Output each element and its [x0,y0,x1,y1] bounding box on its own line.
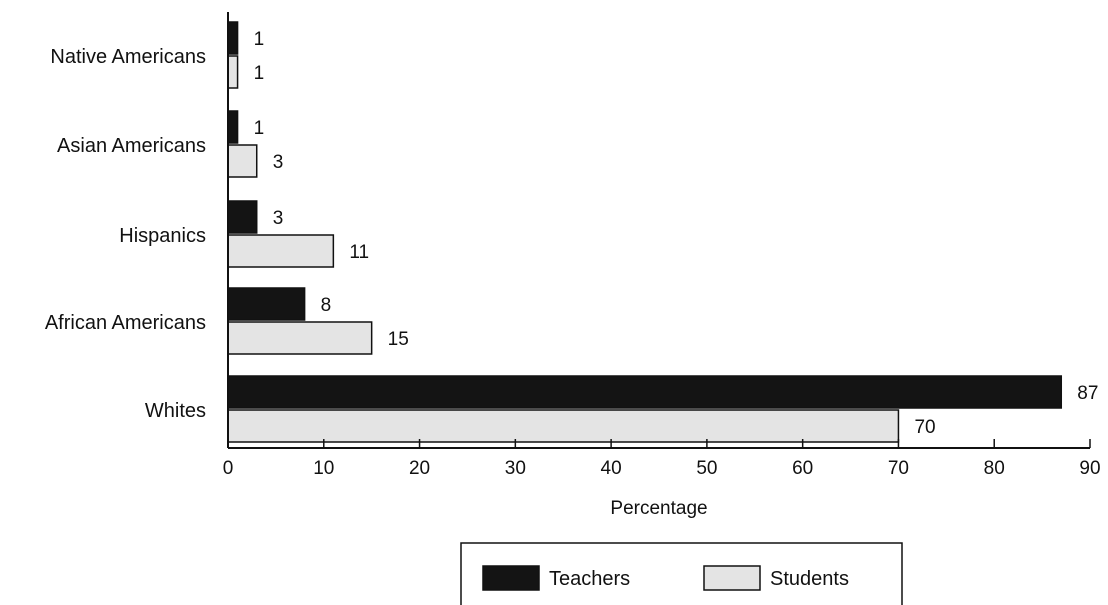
value-label-students-african-americans: 15 [388,329,409,350]
value-label-teachers-whites: 87 [1077,383,1098,404]
bar-teachers-hispanics [227,200,258,234]
x-tick-label: 30 [505,458,526,479]
x-tick-label: 10 [313,458,334,479]
bar-students-asian-americans [227,144,258,178]
value-label-teachers-native-americans: 1 [254,29,265,50]
x-tick-label: 50 [696,458,717,479]
legend-label-teachers: Teachers [549,568,630,590]
legend-swatch-students [703,565,761,591]
bars-layer [227,21,1063,443]
legend-swatch-teachers [482,565,540,591]
category-label-african-americans: African Americans [45,312,206,334]
value-label-teachers-asian-americans: 1 [254,118,265,139]
x-tick-label: 20 [409,458,430,479]
bar-teachers-whites [227,375,1063,409]
bar-students-native-americans [227,55,239,89]
bar-teachers-asian-americans [227,110,239,144]
x-tick-label: 90 [1079,458,1100,479]
value-label-students-asian-americans: 3 [273,152,284,173]
legend: Teachers Students [460,542,903,605]
x-tick-label: 60 [792,458,813,479]
x-tick-label: 0 [223,458,234,479]
value-label-students-hispanics: 11 [349,242,369,263]
bar-students-whites [227,409,900,443]
bar-teachers-native-americans [227,21,239,55]
x-tick-label: 80 [984,458,1005,479]
bar-teachers-african-americans [227,287,306,321]
category-label-whites: Whites [145,400,206,422]
legend-label-students: Students [770,568,849,590]
value-label-teachers-african-americans: 8 [321,295,332,316]
x-axis-title: Percentage [610,498,707,519]
value-label-students-whites: 70 [914,417,935,438]
category-label-hispanics: Hispanics [119,225,206,247]
x-tick-label: 70 [888,458,909,479]
category-label-asian-americans: Asian Americans [57,135,206,157]
value-label-teachers-hispanics: 3 [273,208,284,229]
x-axis-ticks: 0 10 20 30 40 50 60 70 80 90 [223,439,1101,479]
value-label-students-native-americans: 1 [254,63,265,84]
category-label-native-americans: Native Americans [50,46,206,68]
x-tick-label: 40 [601,458,622,479]
bar-students-hispanics [227,234,335,268]
bar-students-african-americans [227,321,373,355]
